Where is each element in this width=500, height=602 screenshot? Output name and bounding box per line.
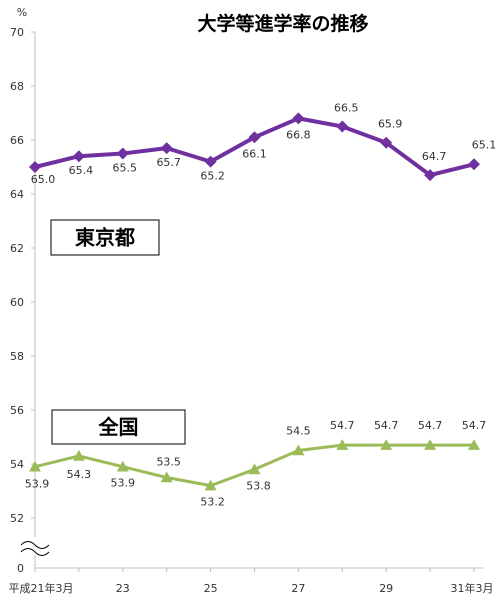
data-label: 54.5 [286, 425, 311, 438]
y-tick-label: 62 [10, 242, 24, 255]
data-point-triangle [468, 439, 480, 450]
data-label: 65.1 [472, 138, 497, 151]
data-label: 53.8 [246, 479, 271, 492]
data-label: 54.3 [67, 468, 92, 481]
x-tick-label: 23 [116, 582, 130, 595]
data-point-diamond [468, 158, 480, 171]
data-label: 54.7 [462, 419, 487, 432]
series-name-label: 全国 [98, 415, 139, 439]
x-tick-label: 29 [379, 582, 393, 595]
y-tick-label: 58 [10, 350, 24, 363]
y-tick-label: 60 [10, 296, 24, 309]
y-unit-label: % [17, 6, 27, 19]
data-point-diamond [72, 150, 85, 163]
data-label: 65.2 [200, 170, 225, 183]
x-tick-label: 平成21年3月 [9, 581, 74, 595]
data-point-diamond [292, 112, 305, 125]
data-label: 65.0 [31, 173, 56, 186]
y-tick-label: 66 [10, 134, 24, 147]
axis-break-symbol [20, 541, 50, 549]
data-point-triangle [336, 439, 349, 450]
data-label: 53.5 [156, 456, 181, 469]
data-label: 53.2 [200, 496, 225, 509]
data-point-triangle [116, 460, 129, 472]
series-labels: 65.0 65.4 65.5 65.7 65.2 66.1 66.8 66.5 65.9 64.7… [25, 102, 497, 509]
x-tick-label: 31年3月 [451, 581, 494, 595]
data-label: 65.7 [156, 156, 181, 169]
y-tick-label: 54 [10, 458, 24, 471]
axis-break-symbol [20, 548, 50, 556]
y-tick-label: 64 [10, 188, 24, 201]
data-label: 65.5 [113, 162, 138, 175]
data-label: 65.9 [378, 118, 403, 131]
data-point-triangle [72, 449, 85, 461]
data-point-diamond [116, 147, 129, 160]
data-point-triangle [380, 439, 393, 450]
data-label: 65.4 [69, 164, 94, 177]
series-markers [29, 112, 480, 491]
y-tick-label: 52 [10, 512, 24, 525]
y-tick-label: 70 [10, 26, 24, 39]
data-point-diamond [424, 169, 437, 182]
x-tick-label: 27 [291, 582, 305, 595]
data-point-triangle [204, 479, 217, 491]
axes: 70 68 66 64 62 60 58 56 54 52 0 平成21年3月 23 25 27 29 31年3… [9, 26, 494, 595]
data-label: 53.9 [25, 478, 50, 491]
series-name-label: 東京都 [75, 226, 135, 250]
y-tick-label: 68 [10, 80, 24, 93]
data-point-triangle [424, 439, 437, 450]
data-point-triangle [29, 460, 41, 472]
data-label: 66.8 [286, 128, 311, 141]
series-name-box [50, 219, 160, 256]
data-point-diamond [29, 161, 41, 173]
data-point-diamond [380, 136, 393, 149]
chart-title: 大学等進学率の推移 [197, 12, 368, 35]
y-tick-label: 56 [10, 404, 24, 417]
data-label: 54.7 [374, 419, 399, 432]
series-name-box [51, 409, 186, 445]
data-point-diamond [248, 131, 261, 144]
y-tick-label-zero: 0 [17, 562, 24, 575]
data-label: 64.7 [422, 150, 447, 163]
data-point-triangle [292, 444, 305, 456]
x-tick-label: 25 [204, 582, 218, 595]
data-label: 53.9 [111, 477, 136, 490]
data-label: 54.7 [330, 419, 355, 432]
data-point-triangle [160, 471, 173, 483]
data-label: 54.7 [418, 419, 443, 432]
data-label: 66.5 [334, 102, 359, 115]
data-point-diamond [204, 155, 217, 168]
data-point-diamond [336, 120, 349, 133]
data-point-triangle [248, 463, 261, 475]
data-point-diamond [160, 142, 173, 155]
data-label: 66.1 [242, 147, 267, 160]
